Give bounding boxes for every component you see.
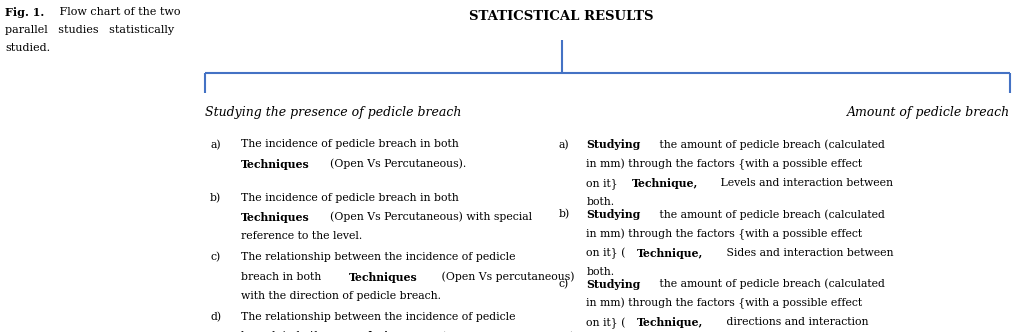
Text: The relationship between the incidence of pedicle: The relationship between the incidence o… (241, 252, 516, 262)
Text: Techniques: Techniques (241, 159, 310, 170)
Text: Techniques: Techniques (241, 212, 310, 223)
Text: b): b) (210, 193, 221, 203)
Text: both.: both. (586, 267, 614, 277)
Text: Techniques: Techniques (348, 272, 418, 283)
Text: (Open Vs Percutaneous) with special: (Open Vs Percutaneous) with special (330, 212, 532, 222)
Text: Technique,: Technique, (631, 178, 698, 189)
Text: the amount of pedicle breach (calculated: the amount of pedicle breach (calculated (656, 209, 886, 220)
Text: the amount of pedicle breach (calculated: the amount of pedicle breach (calculated (656, 279, 886, 290)
Text: in mm) through the factors {with a possible effect: in mm) through the factors {with a possi… (586, 228, 862, 240)
Text: breach in both: breach in both (241, 272, 325, 282)
Text: in mm) through the factors {with a possible effect: in mm) through the factors {with a possi… (586, 159, 862, 170)
Text: STATICSTICAL RESULTS: STATICSTICAL RESULTS (469, 10, 654, 23)
Text: Fig. 1.: Fig. 1. (5, 7, 44, 18)
Text: The incidence of pedicle breach in both: The incidence of pedicle breach in both (241, 139, 458, 149)
Text: parallel   studies   statistically: parallel studies statistically (5, 25, 174, 35)
Text: directions and interaction: directions and interaction (723, 317, 868, 327)
Text: c): c) (559, 279, 569, 289)
Text: (Open Vs percutaneous): (Open Vs percutaneous) (438, 331, 574, 332)
Text: a): a) (559, 139, 569, 150)
Text: (Open Vs Percutaneous).: (Open Vs Percutaneous). (330, 159, 465, 169)
Text: on it}: on it} (586, 178, 621, 189)
Text: both.: both. (586, 197, 614, 207)
Text: The relationship between the incidence of pedicle: The relationship between the incidence o… (241, 312, 516, 322)
Text: d): d) (210, 312, 221, 322)
Text: Techniques: Techniques (348, 331, 418, 332)
Text: reference to the level.: reference to the level. (241, 231, 362, 241)
Text: Studying: Studying (586, 209, 641, 220)
Text: c): c) (210, 252, 220, 263)
Text: Sides and interaction between: Sides and interaction between (723, 248, 893, 258)
Text: a): a) (210, 139, 220, 150)
Text: with the direction of pedicle breach.: with the direction of pedicle breach. (241, 291, 441, 301)
Text: breach in both: breach in both (241, 331, 325, 332)
Text: Levels and interaction between: Levels and interaction between (718, 178, 893, 188)
Text: studied.: studied. (5, 43, 50, 53)
Text: The incidence of pedicle breach in both: The incidence of pedicle breach in both (241, 193, 458, 203)
Text: on it} (: on it} ( (586, 248, 626, 259)
Text: Studying the presence of pedicle breach: Studying the presence of pedicle breach (205, 106, 461, 119)
Text: Technique,: Technique, (638, 317, 703, 328)
Text: Studying: Studying (586, 139, 641, 150)
Text: in mm) through the factors {with a possible effect: in mm) through the factors {with a possi… (586, 298, 862, 309)
Text: Technique,: Technique, (638, 248, 703, 259)
Text: (Open Vs percutaneous): (Open Vs percutaneous) (438, 272, 574, 282)
Text: b): b) (559, 209, 570, 219)
Text: Amount of pedicle breach: Amount of pedicle breach (847, 106, 1010, 119)
Text: Flow chart of the two: Flow chart of the two (55, 7, 180, 17)
Text: on it} (: on it} ( (586, 317, 626, 329)
Text: the amount of pedicle breach (calculated: the amount of pedicle breach (calculated (656, 139, 886, 150)
Text: Studying: Studying (586, 279, 641, 290)
